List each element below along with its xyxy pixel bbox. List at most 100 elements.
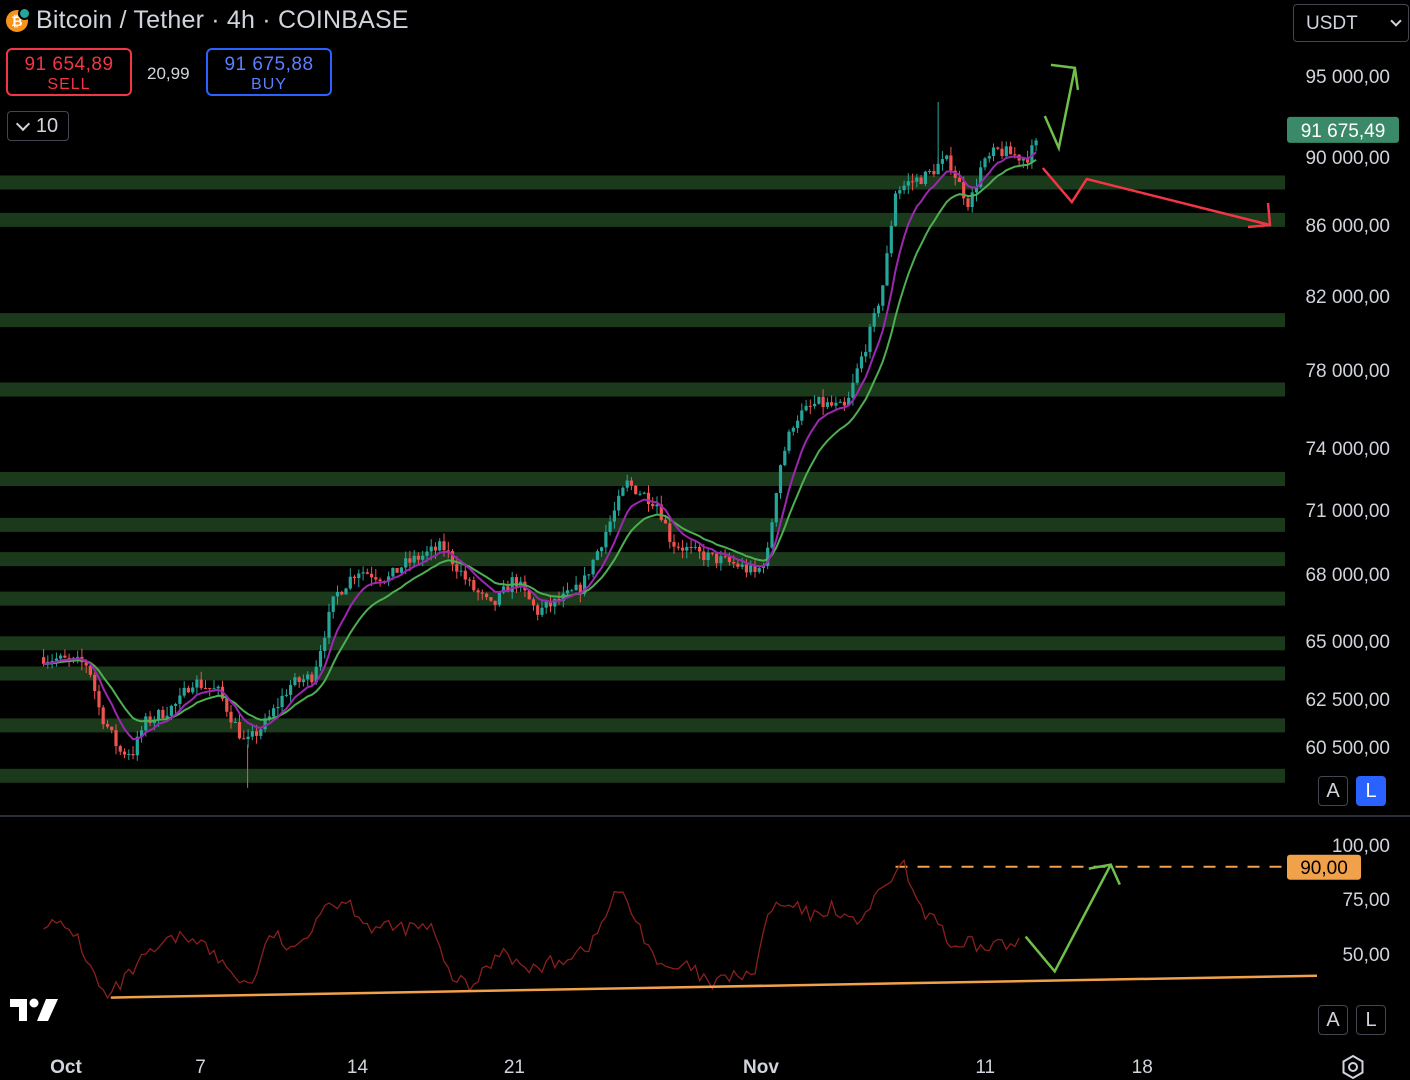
candle-body <box>340 592 344 595</box>
candle-body <box>774 493 778 523</box>
settings-gear-icon[interactable] <box>1340 1054 1366 1080</box>
candle-body <box>987 156 991 159</box>
candle-body <box>276 706 280 709</box>
candle-body <box>855 368 859 383</box>
candle-body <box>416 555 420 560</box>
candle-body <box>67 657 71 659</box>
candle-body <box>259 729 263 736</box>
support-resistance-zone <box>0 591 1285 606</box>
price-tick-label: 78 000,00 <box>1305 361 1390 382</box>
candle-body <box>485 593 489 598</box>
candle-body <box>642 492 646 494</box>
candle-body <box>421 555 425 560</box>
candle-body <box>399 567 403 573</box>
candle-body <box>480 592 484 594</box>
candle-body <box>395 568 399 573</box>
candle-body <box>114 730 118 747</box>
candle-body <box>825 402 829 407</box>
support-resistance-zone <box>0 666 1285 681</box>
candle-body <box>749 565 753 573</box>
candle-body <box>442 541 446 551</box>
candle-body <box>544 601 548 608</box>
candle-body <box>199 679 203 689</box>
buy-button[interactable]: 91 675,88 BUY <box>206 48 332 96</box>
candle-body <box>889 225 893 254</box>
candle-body <box>438 541 442 551</box>
rsi-level-badge-bg <box>1287 854 1361 880</box>
candle-body <box>169 705 173 716</box>
candle-body <box>668 523 672 542</box>
candle-body <box>489 597 493 601</box>
candle-body <box>591 559 595 575</box>
candle-body <box>1009 146 1013 155</box>
candle-body <box>365 572 369 574</box>
candle-body <box>974 187 979 193</box>
candle-body <box>902 185 906 191</box>
rsi-log-scale-button[interactable]: L <box>1356 1005 1386 1035</box>
candle-body <box>157 709 161 720</box>
indicator-count: 10 <box>35 114 59 137</box>
indicators-toggle[interactable]: 10 <box>7 111 69 141</box>
sell-label: SELL <box>47 76 91 93</box>
candle-body <box>289 684 293 695</box>
down-projection-arrow <box>1041 167 1271 227</box>
currency-select[interactable]: USDT <box>1293 4 1409 42</box>
rsi-arrowhead <box>1088 863 1121 886</box>
candle-body <box>625 480 629 488</box>
last-price-badge-bg <box>1287 116 1399 143</box>
candle-body <box>612 510 616 522</box>
candle-body <box>928 171 932 172</box>
candle-body <box>76 656 80 658</box>
candle-body <box>787 431 791 451</box>
candlesticks <box>42 101 1038 788</box>
spread-value: 20,99 <box>147 64 190 83</box>
price-tick-label: 82 000,00 <box>1305 287 1390 308</box>
candle-body <box>412 555 416 563</box>
last-price-label: 91 675,49 <box>1301 121 1386 142</box>
candle-body <box>608 521 612 532</box>
time-tick-label: 11 <box>975 1057 995 1078</box>
candle-body <box>565 590 570 594</box>
candle-body <box>970 192 974 207</box>
candle-body <box>919 177 923 184</box>
tradingview-logo-icon[interactable] <box>10 997 60 1023</box>
candle-body <box>557 598 561 601</box>
candle-body <box>127 754 131 755</box>
candle-body <box>527 590 531 600</box>
candle-body <box>710 552 714 554</box>
candle-body <box>868 326 872 352</box>
candle-body <box>621 487 625 496</box>
candle-body <box>574 584 578 591</box>
currency-value: USDT <box>1306 13 1358 34</box>
candle-body <box>272 708 276 717</box>
candle-body <box>966 198 970 207</box>
candle-body <box>659 504 663 520</box>
candle-body <box>553 598 557 607</box>
support-resistance-zone <box>0 718 1285 733</box>
candle-body <box>770 522 774 548</box>
candle-body <box>817 396 821 404</box>
candle-body <box>391 568 395 577</box>
rsi-auto-scale-button[interactable]: A <box>1318 1005 1348 1035</box>
candle-body <box>872 313 876 327</box>
candle-body <box>991 147 996 157</box>
candle-body <box>915 177 919 182</box>
auto-scale-button[interactable]: A <box>1318 776 1348 806</box>
candle-body <box>233 722 237 723</box>
candle-body <box>1034 140 1038 146</box>
sell-button[interactable]: 91 654,89 SELL <box>6 48 132 96</box>
candle-body <box>242 738 246 740</box>
candle-body <box>310 674 314 683</box>
candle-body <box>651 503 655 507</box>
candle-body <box>318 651 323 667</box>
candle-body <box>378 579 382 582</box>
candle-body <box>118 746 122 752</box>
price-tick-label: 71 000,00 <box>1305 501 1390 522</box>
candle-body <box>634 485 638 495</box>
symbol-header[interactable]: ₿ Bitcoin / Tether · 4h · COINBASE <box>6 6 409 35</box>
candle-body <box>370 573 374 578</box>
log-scale-button[interactable]: L <box>1356 776 1386 806</box>
candle-body <box>203 688 208 689</box>
symbol-title: Bitcoin / Tether · 4h · COINBASE <box>36 6 409 34</box>
